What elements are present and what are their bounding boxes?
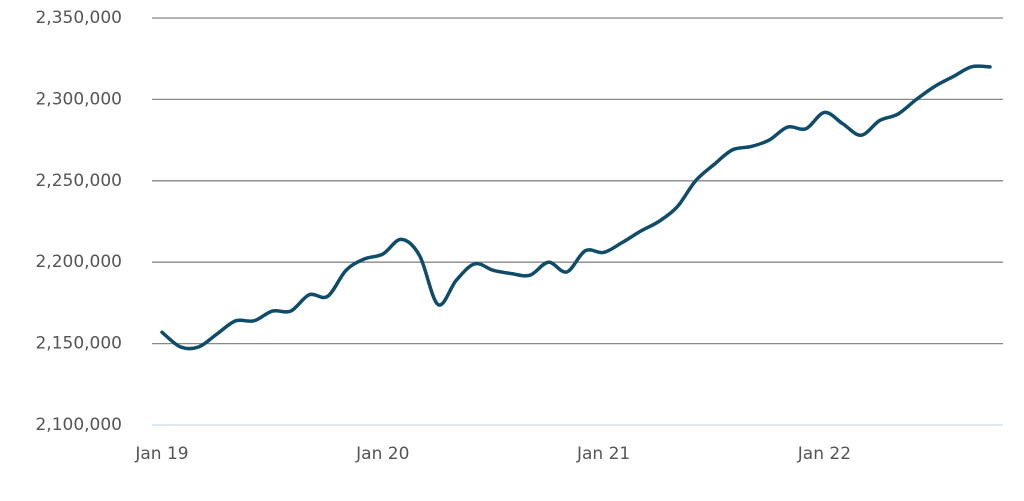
y-tick-label: 2,100,000: [35, 415, 122, 435]
x-tick-label: Jan 22: [797, 444, 851, 464]
x-tick-label: Jan 19: [134, 444, 188, 464]
y-tick-label: 2,200,000: [35, 252, 122, 272]
data-line: [160, 64, 992, 351]
y-tick-label: 2,250,000: [35, 171, 122, 191]
x-tick-label: Jan 20: [355, 444, 409, 464]
y-tick-label: 2,150,000: [35, 334, 122, 354]
y-tick-label: 2,350,000: [35, 8, 122, 28]
y-tick-label: 2,300,000: [35, 89, 122, 109]
x-tick-label: Jan 21: [576, 444, 630, 464]
